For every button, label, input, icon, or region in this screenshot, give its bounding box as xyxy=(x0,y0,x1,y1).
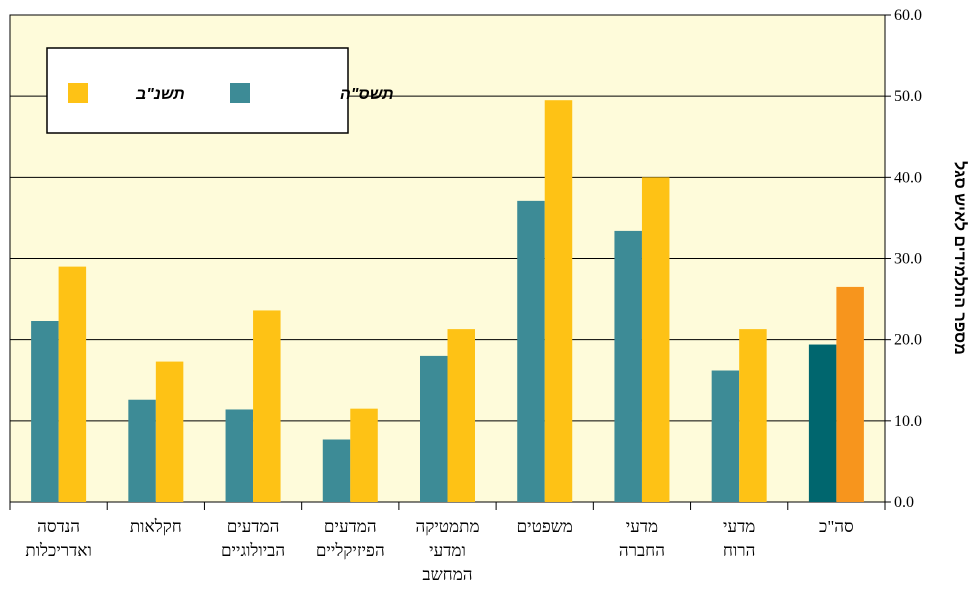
x-category-label: המדעים xyxy=(324,517,377,536)
y-axis-title: מספר התלמידים לאיש סגל xyxy=(951,161,969,355)
bar-series-1 xyxy=(517,200,545,502)
bar-series-2 xyxy=(447,329,475,502)
y-tick-label: 20.0 xyxy=(894,332,922,349)
legend-label-series-1: תשנ"ב xyxy=(135,86,185,103)
bar-series-2 xyxy=(544,100,573,502)
bar-series-2 xyxy=(350,408,378,502)
bar-series-1 xyxy=(808,344,837,502)
y-tick-label: 30.0 xyxy=(894,251,922,268)
y-tick-label: 60.0 xyxy=(894,7,922,24)
x-category-label: מתמטיקה xyxy=(415,517,479,536)
x-category-label: המחשב xyxy=(422,565,472,584)
bar-series-2 xyxy=(641,177,670,503)
bar-series-1 xyxy=(711,370,740,502)
bar-series-2 xyxy=(253,310,281,502)
x-category-label: מדעי xyxy=(723,517,755,536)
bar-series-1 xyxy=(614,230,642,503)
bar-series-2 xyxy=(155,361,184,502)
x-category-label: המדעים xyxy=(227,517,280,536)
x-category-label: ומדעי xyxy=(429,541,466,560)
bar-series-2 xyxy=(58,266,87,502)
x-category-label: הנדסה xyxy=(37,517,80,536)
x-category-label: מדעי xyxy=(626,517,658,536)
x-category-label: משפטים xyxy=(517,517,573,536)
bar-series-1 xyxy=(128,399,156,502)
bars-group xyxy=(31,100,864,503)
x-category-label: ואדריכלות xyxy=(25,541,92,560)
y-tick-label: 40.0 xyxy=(894,169,922,186)
x-category-label: הרוח xyxy=(723,541,756,560)
x-category-label: הביולוגיים xyxy=(221,541,285,560)
bar-series-2 xyxy=(739,329,767,502)
x-category-label: חקלאות xyxy=(130,517,182,536)
legend: תשנ"ב תשס"ה xyxy=(46,47,394,134)
legend-swatch-series-1 xyxy=(230,83,250,103)
y-tick-label: 0.0 xyxy=(894,494,914,511)
bar-series-1 xyxy=(322,439,351,502)
x-category-label: החברה xyxy=(619,541,665,560)
x-category-label: סה"כ xyxy=(819,517,854,536)
legend-swatch-series-2 xyxy=(68,83,88,103)
legend-label-series-2: תשס"ה xyxy=(340,86,394,103)
x-axis-labels: הנדסה ואדריכלות חקלאות המדעים הביולוגיים המדע… xyxy=(9,502,886,584)
y-tick-label: 10.0 xyxy=(894,413,922,430)
bar-series-1 xyxy=(420,355,448,502)
x-category-label: הפיזיקליים xyxy=(316,541,385,560)
y-tick-label: 50.0 xyxy=(894,88,922,105)
y-axis: 0.0 10.0 20.0 30.0 40.0 50.0 60.0 xyxy=(885,7,922,511)
bar-series-1 xyxy=(225,409,254,502)
bar-series-2 xyxy=(836,286,864,502)
legend-box xyxy=(46,47,349,134)
bar-series-1 xyxy=(31,320,59,502)
